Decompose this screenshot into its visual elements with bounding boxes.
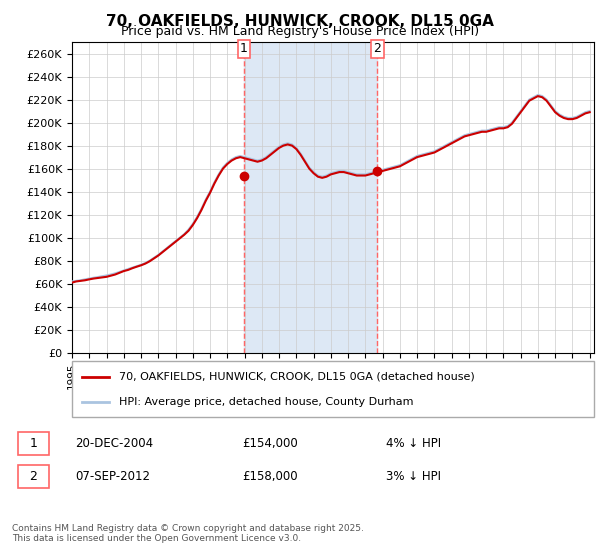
Text: 1: 1 [240, 42, 248, 55]
Text: HPI: Average price, detached house, County Durham: HPI: Average price, detached house, Coun… [119, 396, 413, 407]
FancyBboxPatch shape [72, 361, 594, 417]
Text: 07-SEP-2012: 07-SEP-2012 [76, 470, 151, 483]
Text: 4% ↓ HPI: 4% ↓ HPI [386, 437, 442, 450]
Text: 70, OAKFIELDS, HUNWICK, CROOK, DL15 0GA (detached house): 70, OAKFIELDS, HUNWICK, CROOK, DL15 0GA … [119, 372, 475, 382]
Text: £158,000: £158,000 [242, 470, 298, 483]
Text: 20-DEC-2004: 20-DEC-2004 [76, 437, 154, 450]
Text: Price paid vs. HM Land Registry's House Price Index (HPI): Price paid vs. HM Land Registry's House … [121, 25, 479, 38]
Text: Contains HM Land Registry data © Crown copyright and database right 2025.
This d: Contains HM Land Registry data © Crown c… [12, 524, 364, 543]
Bar [244, 42, 377, 353]
Text: 2: 2 [29, 470, 37, 483]
Text: 2: 2 [373, 42, 381, 55]
FancyBboxPatch shape [18, 432, 49, 455]
Text: 3% ↓ HPI: 3% ↓ HPI [386, 470, 442, 483]
FancyBboxPatch shape [18, 465, 49, 488]
Text: 1: 1 [29, 437, 37, 450]
Text: £154,000: £154,000 [242, 437, 298, 450]
Text: 70, OAKFIELDS, HUNWICK, CROOK, DL15 0GA: 70, OAKFIELDS, HUNWICK, CROOK, DL15 0GA [106, 14, 494, 29]
